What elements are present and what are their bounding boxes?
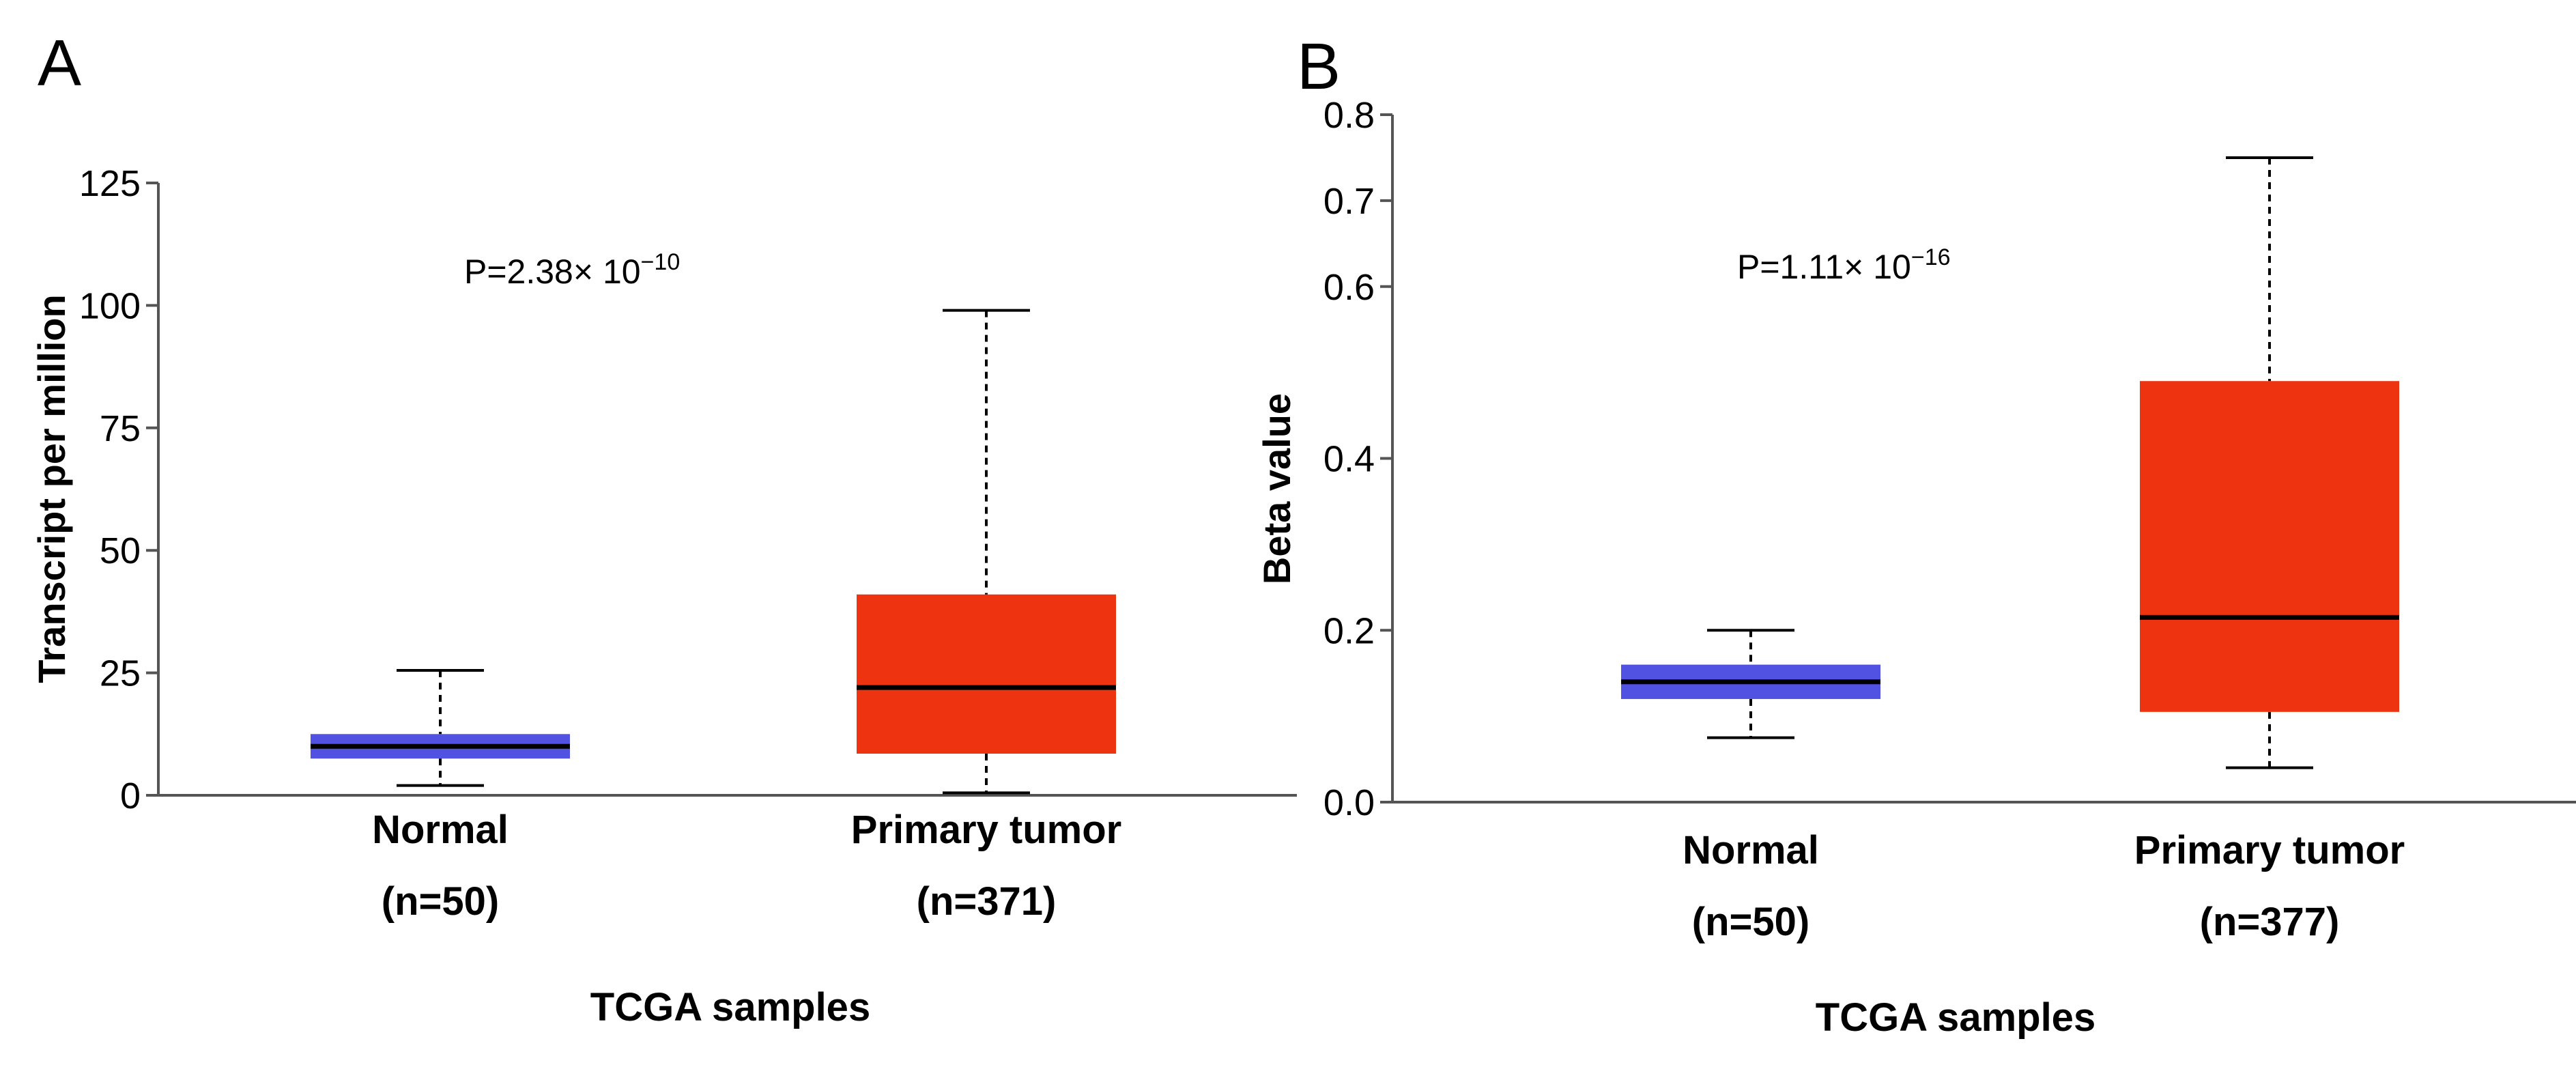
y-tick-label: 0.4 (1323, 439, 1375, 480)
y-tick-label: 100 (79, 285, 141, 326)
panel-letter: B (1297, 30, 1341, 103)
y-axis-title: Beta value (1255, 393, 1298, 584)
y-axis-title: Transcript per million (30, 294, 73, 683)
y-tick-label: 75 (100, 408, 141, 449)
category-count: (n=50) (382, 879, 499, 924)
iqr-box (857, 594, 1116, 754)
category-count: (n=371) (917, 879, 1057, 924)
box-group-primary-tumor (857, 309, 1116, 795)
category-label: Normal (1683, 828, 1819, 872)
category-count: (n=50) (1692, 900, 1809, 944)
y-tick-label: 0.6 (1323, 267, 1375, 308)
category-label: Primary tumor (851, 808, 1121, 852)
category-label: Normal (372, 808, 509, 852)
p-value-annotation: P=2.38× 10−10 (464, 249, 680, 291)
y-tick-label: 0.0 (1323, 782, 1375, 823)
panel-b: B 0.0 0.2 0.4 0.6 0.7 0.8 Beta value P=1.11× 10−… (1255, 30, 2576, 1040)
y-tick-label: 0.8 (1323, 95, 1375, 136)
box-group-normal (1621, 629, 1880, 739)
y-tick-label: 25 (100, 653, 141, 694)
y-tick-label: 50 (100, 530, 141, 571)
p-value-annotation: P=1.11× 10−16 (1737, 244, 1951, 286)
x-axis-title: TCGA samples (590, 985, 870, 1029)
panel-a: A 0 25 50 75 100 125 Transcript per million P=2.… (30, 27, 1297, 1029)
category-count: (n=377) (2200, 900, 2340, 944)
category-label: Primary tumor (2134, 828, 2405, 872)
x-axis-title: TCGA samples (1816, 995, 2095, 1040)
panel-letter: A (38, 27, 81, 100)
y-tick-label: 0.7 (1323, 181, 1375, 222)
y-tick-label: 0 (120, 776, 141, 816)
box-group-primary-tumor (2140, 156, 2399, 769)
iqr-box (2140, 381, 2399, 712)
y-tick-label: 125 (79, 163, 141, 204)
box-group-normal (311, 669, 570, 787)
y-tick-label: 0.2 (1323, 610, 1375, 651)
